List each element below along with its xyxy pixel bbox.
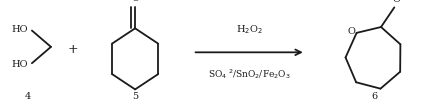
Text: 4: 4	[25, 92, 31, 101]
Text: 6: 6	[371, 92, 377, 101]
Text: O: O	[392, 0, 400, 4]
Text: +: +	[68, 43, 78, 56]
Text: SO$_4$$^{\ 2}$/SnO$_2$/Fe$_2$O$_3$: SO$_4$$^{\ 2}$/SnO$_2$/Fe$_2$O$_3$	[208, 68, 291, 82]
Text: O: O	[131, 0, 139, 3]
Text: 5: 5	[132, 92, 138, 101]
Text: H$_2$O$_2$: H$_2$O$_2$	[236, 23, 263, 36]
Text: HO: HO	[11, 60, 27, 69]
Text: HO: HO	[11, 25, 27, 34]
Text: O: O	[347, 27, 355, 36]
